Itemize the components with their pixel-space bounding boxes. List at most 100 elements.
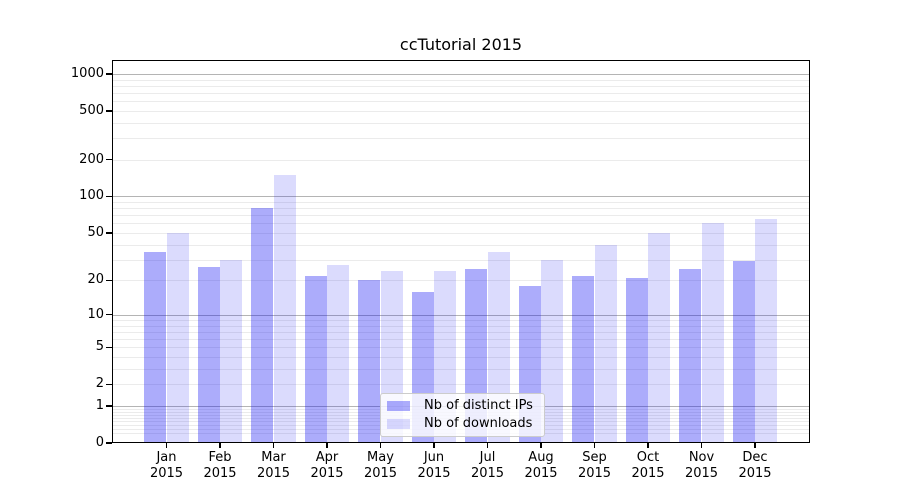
x-tick-jul	[486, 443, 489, 448]
x-tick-aug	[540, 443, 542, 448]
x-tick-label-may: May 2015	[363, 450, 398, 481]
gridline-minor-80	[113, 208, 809, 210]
y-tick-1	[106, 405, 112, 407]
x-tick-jan	[165, 443, 168, 448]
y-tick-label-2: 2	[95, 376, 104, 392]
gridline-major-100	[113, 196, 809, 198]
bar-distinct-ips-may	[358, 280, 381, 442]
gridline-minor-60	[113, 223, 809, 225]
legend-entry-distinct-ips: Nb of distinct IPs	[387, 397, 540, 415]
legend: Nb of distinct IPs Nb of downloads	[380, 393, 545, 437]
x-tick-label-oct: Oct 2015	[631, 450, 665, 481]
bar-distinct-ips-jan	[144, 251, 167, 442]
gridline-minor-70	[113, 215, 809, 217]
gridline-minor-300	[113, 138, 809, 140]
y-tick-label-50: 50	[87, 224, 104, 240]
y-tick-label-200: 200	[79, 151, 104, 167]
bar-distinct-ips-apr	[304, 275, 327, 442]
x-tick-may	[379, 443, 382, 448]
x-tick-label-mar: Mar 2015	[256, 450, 291, 481]
legend-label-distinct-ips: Nb of distinct IPs	[424, 397, 533, 413]
x-tick-label-feb: Feb 2015	[203, 450, 237, 481]
legend-swatch-downloads	[387, 419, 410, 430]
bar-distinct-ips-mar	[251, 208, 274, 442]
x-tick-feb	[219, 443, 221, 448]
bar-downloads-nov	[701, 223, 724, 442]
y-tick-label-100: 100	[79, 188, 104, 204]
legend-entry-downloads: Nb of downloads	[387, 415, 540, 433]
y-tick-50	[106, 232, 112, 234]
plot-area	[112, 60, 810, 443]
gridline-minor-600	[113, 101, 809, 103]
bar-downloads-aug	[541, 259, 564, 442]
y-tick-20	[106, 279, 112, 281]
bar-distinct-ips-nov	[679, 268, 702, 442]
legend-label-downloads: Nb of downloads	[424, 416, 533, 432]
x-tick-label-sep: Sep 2015	[577, 450, 612, 481]
y-tick-label-20: 20	[87, 272, 104, 288]
gridline-minor-5	[113, 347, 809, 349]
x-tick-label-jun: Jun 2015	[417, 450, 451, 481]
y-tick-label-5: 5	[95, 339, 104, 355]
bar-downloads-apr	[327, 264, 350, 442]
gridline-minor-7	[113, 331, 809, 333]
y-tick-label-500: 500	[79, 102, 104, 118]
gridline-minor-9	[113, 320, 809, 321]
y-tick-label-1000: 1000	[70, 65, 104, 81]
y-tick-1000	[106, 73, 112, 75]
x-tick-label-jul: Jul 2015	[470, 450, 505, 481]
x-tick-label-jan: Jan 2015	[149, 450, 184, 481]
bar-downloads-oct	[648, 232, 671, 442]
x-tick-label-aug: Aug 2015	[524, 450, 558, 481]
gridline-minor-3	[113, 368, 809, 370]
gridline-minor-8	[113, 325, 809, 327]
legend-swatch-distinct-ips	[387, 400, 410, 411]
gridline-minor-50	[113, 232, 809, 234]
y-tick-500	[106, 110, 112, 112]
x-tick-label-apr: Apr 2015	[310, 450, 344, 481]
gridline-minor-800	[113, 85, 809, 87]
bar-downloads-feb	[220, 259, 243, 442]
bar-distinct-ips-sep	[572, 275, 595, 442]
x-tick-nov	[700, 443, 703, 448]
bar-downloads-mar	[273, 174, 296, 442]
y-tick-5	[106, 346, 112, 348]
y-tick-200	[106, 159, 112, 161]
bar-distinct-ips-oct	[625, 277, 648, 442]
x-tick-jun	[433, 443, 435, 448]
x-tick-label-dec: Dec 2015	[738, 450, 772, 481]
gridline-minor-4	[113, 357, 809, 359]
gridline-minor-40	[113, 244, 809, 246]
y-tick-label-1: 1	[95, 397, 104, 413]
gridline-major-1000	[113, 73, 809, 75]
y-tick-100	[106, 195, 112, 198]
gridline-minor-6	[113, 339, 809, 341]
x-tick-mar	[272, 443, 275, 448]
gridline-minor-900	[113, 79, 809, 81]
bar-distinct-ips-dec	[732, 261, 755, 442]
gridline-major-10	[113, 314, 809, 316]
bar-downloads-sep	[594, 244, 617, 442]
gridline-minor-2	[113, 384, 809, 386]
bar-downloads-jan	[166, 232, 189, 442]
gridline-minor-90	[113, 202, 809, 204]
y-tick-label-0: 0	[95, 435, 104, 450]
y-tick-0	[106, 442, 112, 444]
x-tick-label-nov: Nov 2015	[684, 450, 719, 481]
x-tick-apr	[326, 443, 328, 448]
x-tick-oct	[647, 443, 649, 448]
gridline-minor-700	[113, 92, 809, 94]
x-tick-sep	[593, 443, 596, 448]
y-tick-10	[106, 314, 112, 316]
gridline-minor-500	[113, 110, 809, 112]
chart-title: ccTutorial 2015	[399, 35, 523, 54]
gridline-minor-20	[113, 280, 809, 282]
y-tick-label-10: 10	[87, 306, 104, 322]
gridline-minor-200	[113, 159, 809, 161]
bar-distinct-ips-feb	[197, 266, 220, 442]
x-tick-dec	[754, 443, 756, 448]
gridline-minor-400	[113, 122, 809, 124]
y-tick-2	[106, 383, 112, 385]
gridline-minor-30	[113, 259, 809, 261]
